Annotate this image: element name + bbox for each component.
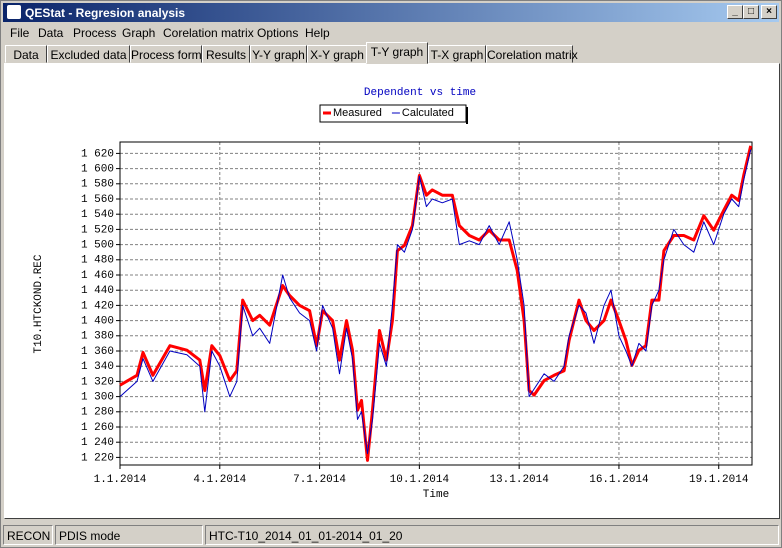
x-tick-label: 4.1.2014 [193, 474, 246, 486]
maximize-button[interactable]: □ [743, 5, 759, 19]
chart-title: Dependent vs time [364, 87, 476, 99]
y-tick-label: 1 600 [81, 164, 114, 176]
tab[interactable]: Y-Y graph [250, 45, 307, 63]
x-tick-label: 16.1.2014 [589, 474, 649, 486]
legend: Measured Calculated [319, 104, 468, 124]
chart: Dependent vs time Time T10.HTCKOND.REC 1… [33, 87, 753, 501]
x-axis-label: Time [423, 489, 449, 501]
tab[interactable]: X-Y graph [307, 45, 367, 63]
tab[interactable]: Corelation matrix [486, 45, 578, 63]
y-tick-label: 1 380 [81, 331, 114, 343]
series-line [119, 145, 753, 462]
tab[interactable]: T-X graph [428, 45, 486, 63]
x-tick-label: 10.1.2014 [390, 474, 450, 486]
x-tick-label: 1.1.2014 [94, 474, 147, 486]
app-icon [7, 5, 21, 19]
y-tick-label: 1 580 [81, 179, 114, 191]
y-tick-label: 1 220 [81, 452, 114, 464]
tab[interactable]: Excluded data [47, 45, 130, 63]
tab[interactable]: Results [202, 45, 250, 63]
close-button[interactable]: × [761, 5, 777, 19]
status-field: RECON [3, 525, 53, 545]
status-field: PDIS mode [55, 525, 203, 545]
legend-label: Measured [333, 107, 382, 119]
y-axis-label: T10.HTCKOND.REC [33, 254, 45, 353]
tab[interactable]: T-Y graph [366, 42, 428, 64]
x-tick-label: 13.1.2014 [489, 474, 549, 486]
minimize-button[interactable]: _ [727, 5, 743, 19]
y-tick-label: 1 480 [81, 255, 114, 267]
graph-panel [4, 63, 780, 519]
y-tick-label: 1 620 [81, 148, 114, 160]
window-title: QEStat - Regresion analysis [25, 6, 186, 20]
y-tick-label: 1 560 [81, 194, 114, 206]
y-tick-label: 1 500 [81, 240, 114, 252]
series-line [119, 149, 752, 455]
x-tick-label: 19.1.2014 [689, 474, 749, 486]
menu-item[interactable]: Help [305, 26, 330, 40]
y-tick-label: 1 300 [81, 392, 114, 404]
status-field: HTC-T10_2014_01_01-2014_01_20 [205, 525, 779, 545]
legend-label: Calculated [402, 107, 454, 119]
menu-item[interactable]: Process [73, 26, 117, 40]
menu-item[interactable]: File [10, 26, 30, 40]
y-tick-label: 1 280 [81, 407, 114, 419]
y-tick-label: 1 400 [81, 316, 114, 328]
legend-shadow [466, 107, 468, 124]
y-tick-label: 1 540 [81, 209, 114, 221]
tab[interactable]: Process form [130, 45, 202, 63]
y-tick-label: 1 460 [81, 270, 114, 282]
y-tick-label: 1 260 [81, 422, 114, 434]
y-tick-label: 1 340 [81, 361, 114, 373]
tab[interactable]: Data [5, 45, 47, 63]
x-tick-label: 7.1.2014 [293, 474, 346, 486]
menu-item[interactable]: Graph [122, 26, 156, 40]
plot-frame [119, 141, 753, 466]
menu-item[interactable]: Options [257, 26, 299, 40]
y-tick-label: 1 420 [81, 300, 114, 312]
title-bar: QEStat - Regresion analysis _ □ × [3, 3, 779, 22]
menu-item[interactable]: Corelation matrix [163, 26, 254, 40]
menu-item[interactable]: Data [38, 26, 64, 40]
y-tick-label: 1 360 [81, 346, 114, 358]
y-tick-label: 1 320 [81, 376, 114, 388]
y-tick-label: 1 240 [81, 437, 114, 449]
y-tick-label: 1 520 [81, 224, 114, 236]
y-tick-label: 1 440 [81, 285, 114, 297]
